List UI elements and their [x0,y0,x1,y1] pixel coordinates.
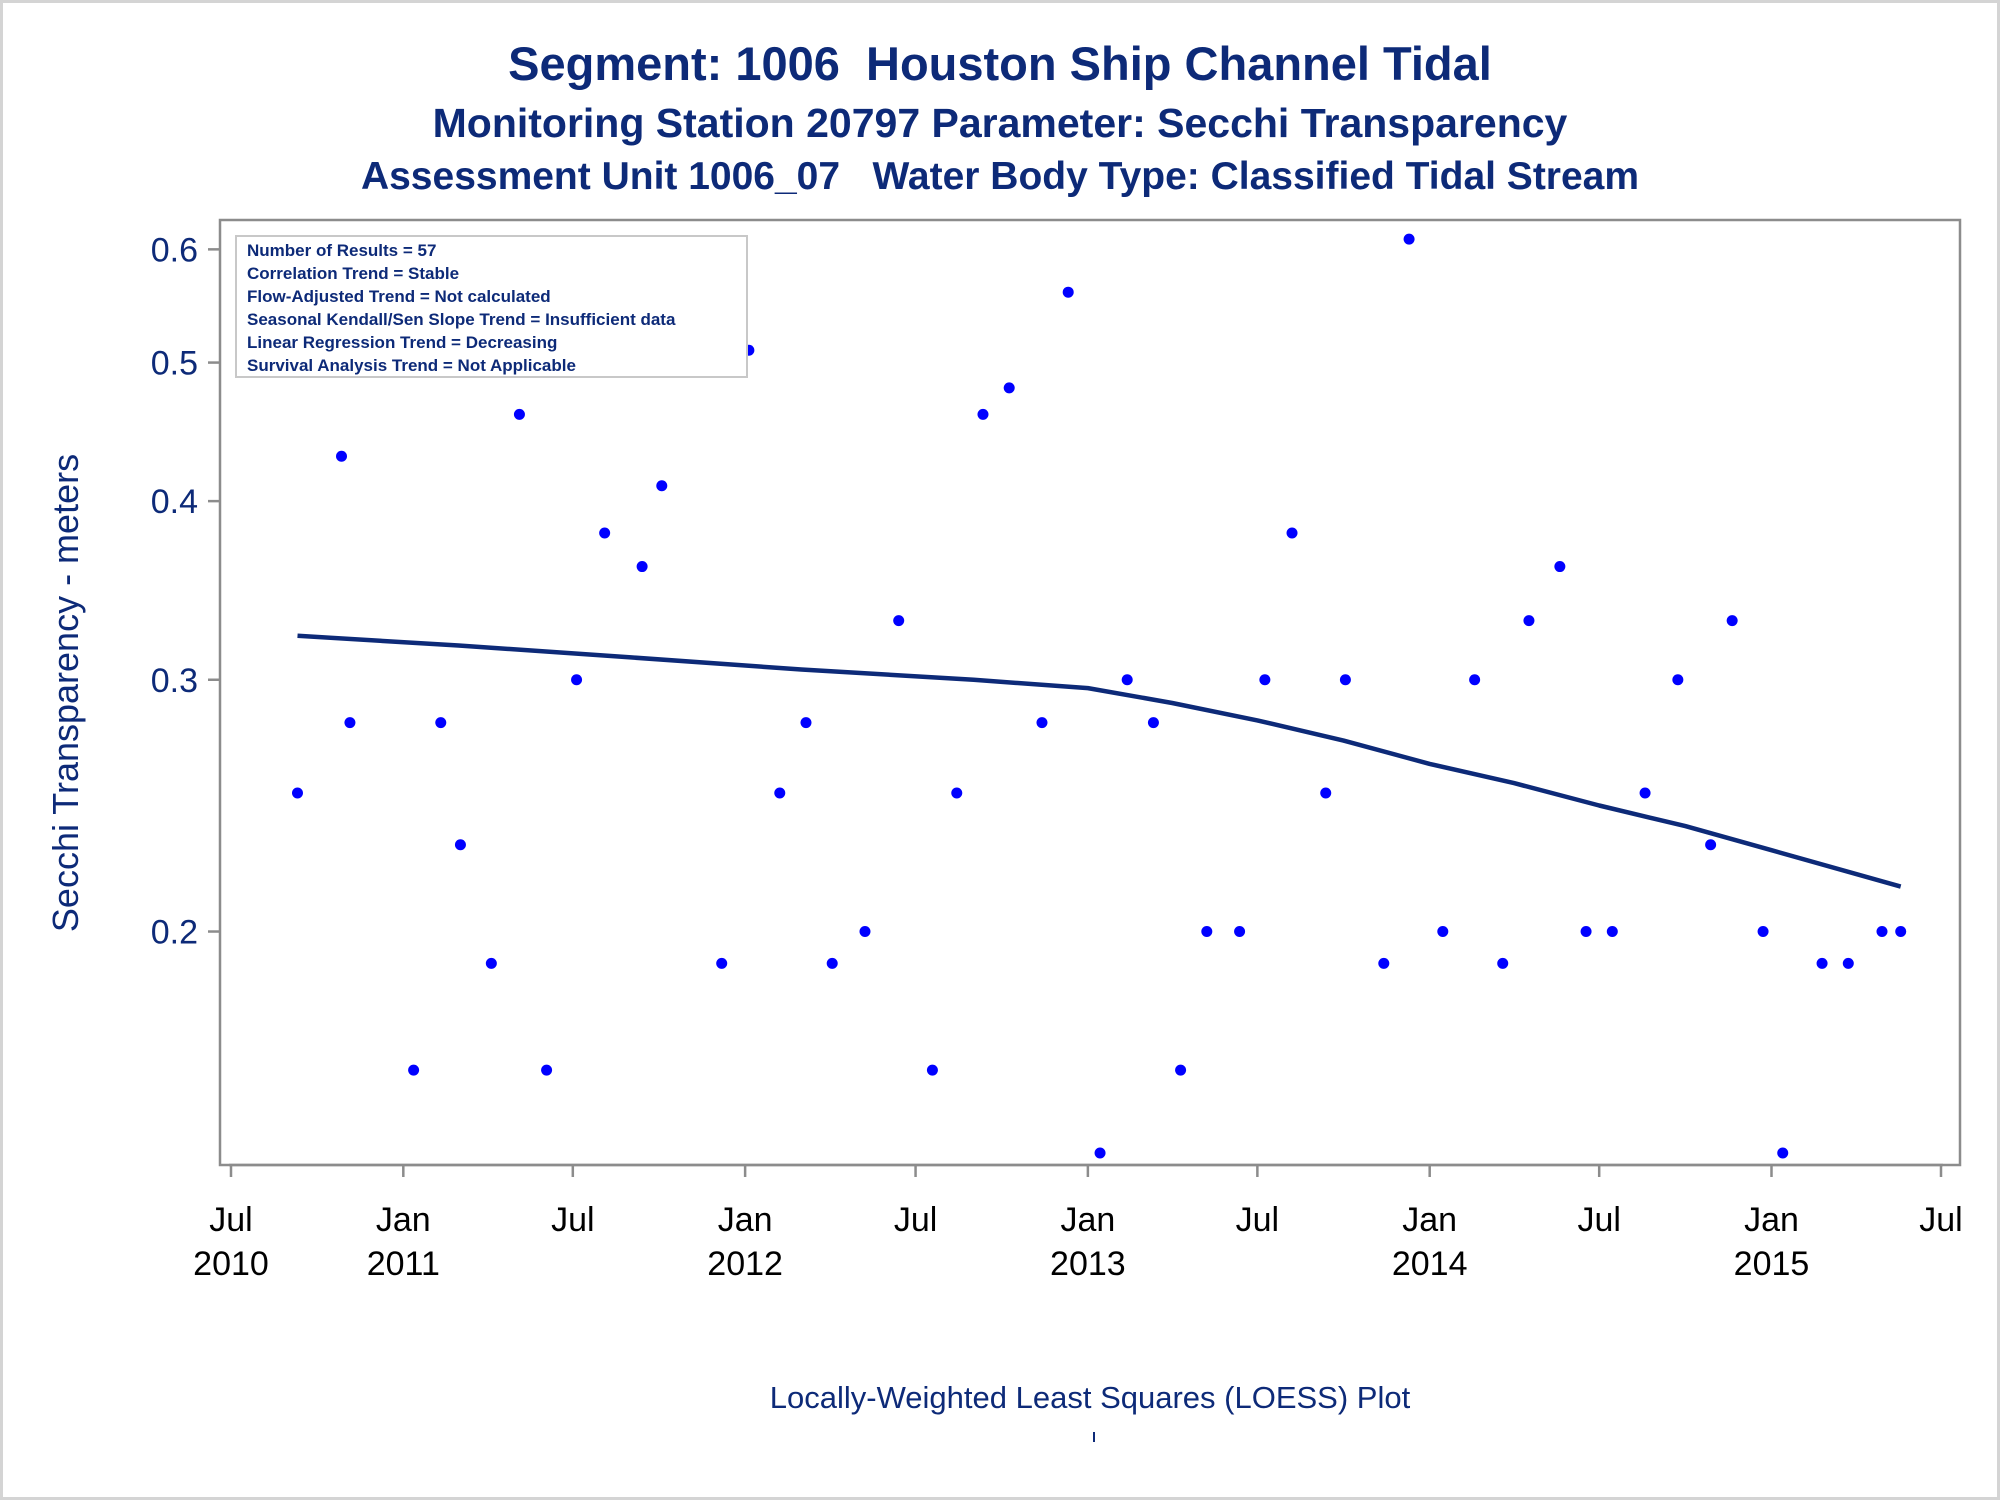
data-point [1639,787,1651,799]
data-point [926,1064,938,1076]
x-tick-label-year: 2011 [367,1245,440,1283]
data-point [599,527,611,539]
data-point [541,1064,553,1076]
stats-line: Linear Regression Trend = Decreasing [247,333,557,352]
x-tick-label: Jul [209,1201,252,1239]
y-tick-label: 0.6 [151,231,198,269]
x-tick-label: Jul [1577,1201,1620,1239]
data-point [1580,926,1592,938]
points-layer [291,233,1907,1159]
data-point [1378,957,1390,969]
stats-line: Seasonal Kendall/Sen Slope Trend = Insuf… [247,310,676,329]
data-point [1094,1147,1106,1159]
data-point [571,674,583,686]
data-point [1147,717,1159,729]
data-point [1816,957,1828,969]
data-point [893,615,905,627]
data-point [1320,787,1332,799]
x-tick-label: Jul [1236,1201,1279,1239]
data-point [774,787,786,799]
stats-line: Flow-Adjusted Trend = Not calculated [247,287,551,306]
data-point [1062,286,1074,298]
data-point [1036,717,1048,729]
data-point [1259,674,1271,686]
footnote-mark [1093,1432,1095,1442]
data-point [1234,926,1246,938]
data-point [1121,674,1133,686]
x-tick-label-year: 2012 [707,1245,783,1283]
data-point [716,957,728,969]
stats-box [235,235,748,378]
data-point [454,839,466,851]
data-point [485,957,497,969]
x-tick-label-year: 2014 [1392,1245,1468,1283]
data-point [859,926,871,938]
x-tick-label-year: 2015 [1734,1245,1810,1283]
data-point [408,1064,420,1076]
data-point [800,717,812,729]
x-tick-label: Jul [1919,1201,1962,1239]
footnote: Locally-Weighted Least Squares (LOESS) P… [769,1380,1411,1415]
y-tick-label: 0.4 [151,483,198,521]
data-point [1469,674,1481,686]
x-tick-label: Jan [718,1201,773,1239]
data-point [344,717,356,729]
data-point [1523,615,1535,627]
stats-line: Survival Analysis Trend = Not Applicable [247,356,576,375]
chart-subtitle-2: Assessment Unit 1006_07 Water Body Type:… [360,155,1640,198]
x-tick-label-year: 2013 [1050,1245,1126,1283]
x-tick-label: Jan [1402,1201,1457,1239]
data-point [1726,615,1738,627]
data-point [1437,926,1449,938]
chart-title: Segment: 1006 Houston Ship Channel Tidal [508,37,1492,90]
data-point [1672,674,1684,686]
data-point [1876,926,1888,938]
y-tick-label: 0.5 [151,345,198,383]
x-tick-label-year: 2010 [193,1245,269,1283]
chart-subtitle: Monitoring Station 20797 Parameter: Secc… [432,100,1568,146]
data-point [1339,674,1351,686]
data-point [1606,926,1618,938]
stats-line: Correlation Trend = Stable [247,264,459,283]
data-point [1003,382,1015,394]
data-point [826,957,838,969]
data-point [435,717,447,729]
stats-lines: Number of Results = 57 Correlation Trend… [247,241,676,375]
data-point [291,787,303,799]
axes-layer: 0.2 0.3 0.4 0.5 0.6 Jul 2010 Jan 2011 Jul Jan 2012 J… [151,231,1963,1283]
x-tick-label: Jul [894,1201,937,1239]
data-point [1842,957,1854,969]
data-point [336,450,348,462]
data-point [1777,1147,1789,1159]
data-point [1286,527,1298,539]
y-tick-label: 0.2 [151,914,198,952]
data-point [1554,561,1566,573]
data-point [513,408,525,420]
data-point [977,408,989,420]
x-tick-label: Jan [1060,1201,1115,1239]
data-point [951,787,963,799]
x-tick-label: Jan [376,1201,431,1239]
data-point [1201,926,1213,938]
data-point [1757,926,1769,938]
y-axis-label: Secchi Transparency - meters [45,454,86,932]
loess-layer [297,633,1902,889]
data-point [1497,957,1509,969]
data-point [1895,926,1907,938]
loess-curve [297,633,1902,889]
data-point [656,480,668,492]
y-tick-label: 0.3 [151,662,198,700]
data-point [1175,1064,1187,1076]
data-point [636,561,648,573]
data-point [1403,233,1415,245]
x-tick-label: Jan [1744,1201,1799,1239]
data-point [1705,839,1717,851]
x-tick-label: Jul [551,1201,594,1239]
stats-line: Number of Results = 57 [247,241,436,260]
